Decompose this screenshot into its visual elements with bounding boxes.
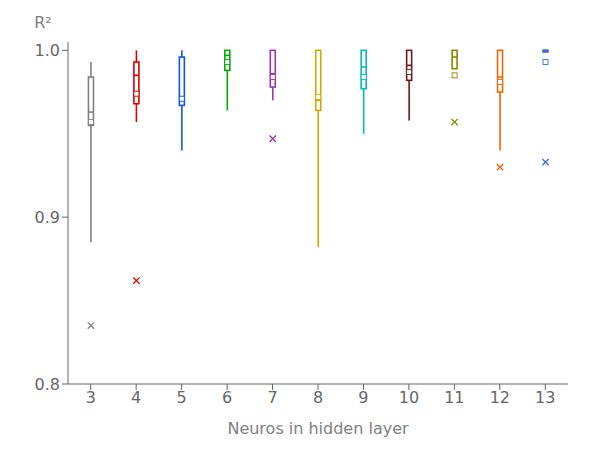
- svg-text:4: 4: [131, 388, 141, 407]
- svg-text:7: 7: [267, 388, 277, 407]
- svg-text:1.0: 1.0: [35, 41, 60, 60]
- svg-text:6: 6: [222, 388, 232, 407]
- svg-text:9: 9: [358, 388, 368, 407]
- svg-text:11: 11: [444, 388, 464, 407]
- svg-text:R²: R²: [34, 13, 52, 32]
- svg-text:13: 13: [535, 388, 555, 407]
- svg-text:0.9: 0.9: [35, 208, 60, 227]
- svg-text:12: 12: [490, 388, 510, 407]
- svg-text:5: 5: [177, 388, 187, 407]
- svg-text:0.8: 0.8: [35, 375, 60, 394]
- svg-text:10: 10: [399, 388, 419, 407]
- svg-text:Neuros in hidden layer: Neuros in hidden layer: [227, 419, 409, 438]
- svg-text:8: 8: [313, 388, 323, 407]
- svg-text:3: 3: [86, 388, 96, 407]
